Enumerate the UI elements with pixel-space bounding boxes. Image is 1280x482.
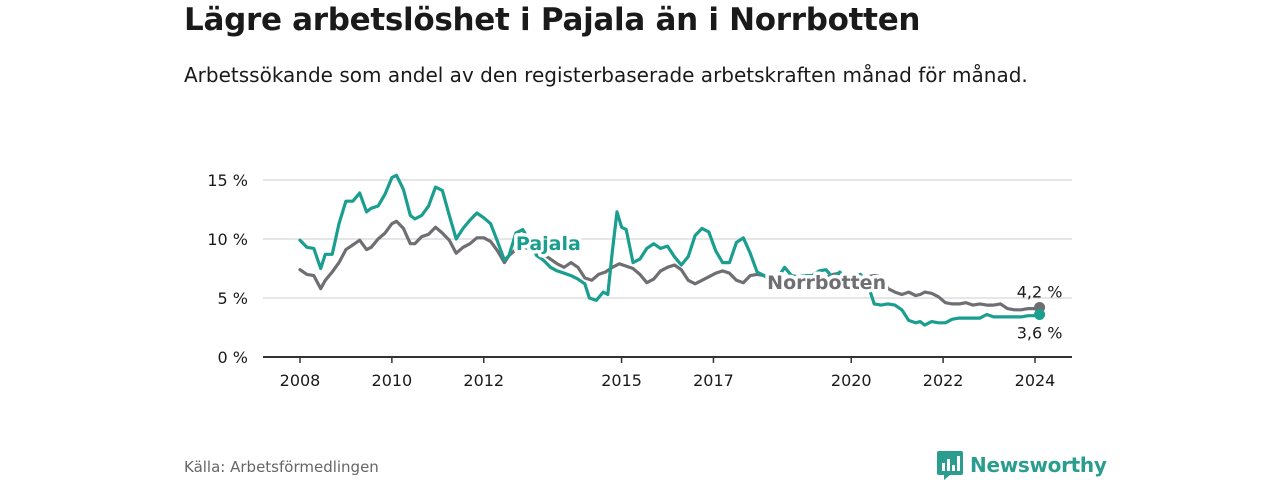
- source-note: Källa: Arbetsförmedlingen: [184, 458, 379, 476]
- newsworthy-logo-icon: [937, 451, 963, 480]
- brand-logo[interactable]: Newsworthy: [936, 448, 1107, 482]
- gridlines: [263, 179, 1072, 358]
- y-tick-label: 10 %: [207, 230, 248, 249]
- series-line-pajala: [298, 173, 1042, 327]
- end-value-label-norrbotten: 4,2 %: [1017, 282, 1063, 301]
- series-label-halo: Pajala: [516, 233, 581, 255]
- x-tick-label: 2022: [923, 371, 964, 390]
- series-label-norrbotten: Norrbotten: [767, 272, 886, 294]
- series-label-halo: Norrbotten: [767, 272, 886, 294]
- x-tick-label: 2008: [280, 371, 321, 390]
- y-tick-label: 0 %: [218, 348, 248, 367]
- chart-title: Lägre arbetslöshet i Pajala än i Norrbot…: [184, 2, 921, 38]
- y-tick-label: 5 %: [218, 289, 248, 308]
- y-tick-label: 15 %: [207, 171, 248, 190]
- end-value-label-pajala: 3,6 %: [1017, 324, 1063, 343]
- brand-name: Newsworthy: [970, 453, 1107, 477]
- x-tick-label: 2024: [1015, 371, 1056, 390]
- x-tick-label: 2020: [831, 371, 872, 390]
- x-tick-label: 2012: [463, 371, 504, 390]
- series-label-pajala: Pajala: [516, 233, 581, 255]
- series-lines: [298, 173, 1046, 327]
- y-axis-ticks: 0 % 5 % 10 % 15 %: [207, 171, 248, 367]
- x-tick-label: 2017: [693, 371, 734, 390]
- x-tick-label: 2010: [372, 371, 413, 390]
- x-axis-ticks: 2008 2010 2012 2015 2017 2020 2022 2024: [280, 357, 1056, 390]
- series-end-point-pajala: [1034, 309, 1046, 321]
- x-tick-label: 2015: [601, 371, 642, 390]
- chart-subtitle: Arbetssökande som andel av den registerb…: [184, 63, 1028, 87]
- series-line-norrbotten: [298, 219, 1042, 312]
